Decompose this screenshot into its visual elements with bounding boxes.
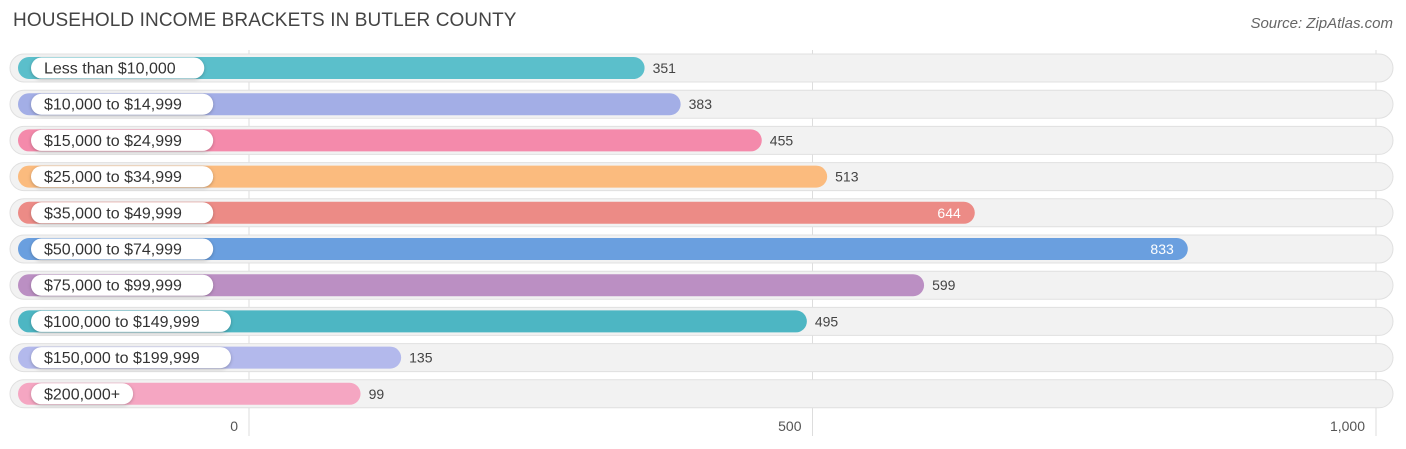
category-label: $35,000 to $49,999 — [44, 205, 182, 222]
category-label-pill — [31, 202, 214, 224]
value-label: 135 — [409, 350, 433, 366]
category-label-pill — [31, 274, 214, 296]
category-label-pill — [31, 93, 214, 115]
category-label: $15,000 to $24,999 — [44, 133, 182, 150]
value-label: 599 — [932, 277, 956, 293]
category-label-pill — [31, 347, 231, 369]
bar — [18, 201, 975, 224]
x-tick-label: 500 — [778, 418, 802, 434]
bar — [18, 165, 828, 188]
category-label-pill — [31, 166, 214, 188]
category-label-pill — [31, 310, 231, 332]
chart-title: HOUSEHOLD INCOME BRACKETS IN BUTLER COUN… — [13, 10, 517, 31]
value-label: 513 — [835, 169, 859, 185]
category-label: $200,000+ — [44, 386, 120, 403]
x-tick-label: 0 — [230, 418, 238, 434]
category-label: $25,000 to $34,999 — [44, 169, 182, 186]
bar — [18, 238, 1188, 260]
category-label: $75,000 to $99,999 — [44, 278, 182, 295]
category-label-pill — [31, 57, 205, 79]
category-label: $50,000 to $74,999 — [44, 242, 182, 259]
category-label-pill — [31, 238, 214, 260]
value-label: 99 — [369, 386, 385, 402]
category-label: Less than $10,000 — [44, 61, 176, 78]
category-label: $150,000 to $199,999 — [44, 350, 200, 367]
category-label-pill — [31, 383, 134, 405]
value-label: 455 — [770, 132, 794, 148]
value-label: 644 — [937, 205, 961, 221]
bar-layer: Less than $10,000 351 $10,000 to $14,999 38… — [18, 57, 1188, 405]
bar — [18, 274, 925, 297]
chart-source: Source: ZipAtlas.com — [1250, 15, 1393, 32]
value-label: 351 — [653, 60, 677, 76]
tick-layer: 0 500 1,000 — [230, 418, 1365, 434]
value-label: 833 — [1150, 241, 1174, 257]
category-label-pill — [31, 129, 214, 151]
value-label: 495 — [815, 313, 839, 329]
x-tick-label: 1,000 — [1330, 418, 1365, 434]
category-label: $100,000 to $149,999 — [44, 314, 200, 331]
value-label: 383 — [689, 96, 713, 112]
category-label: $10,000 to $14,999 — [44, 97, 182, 114]
